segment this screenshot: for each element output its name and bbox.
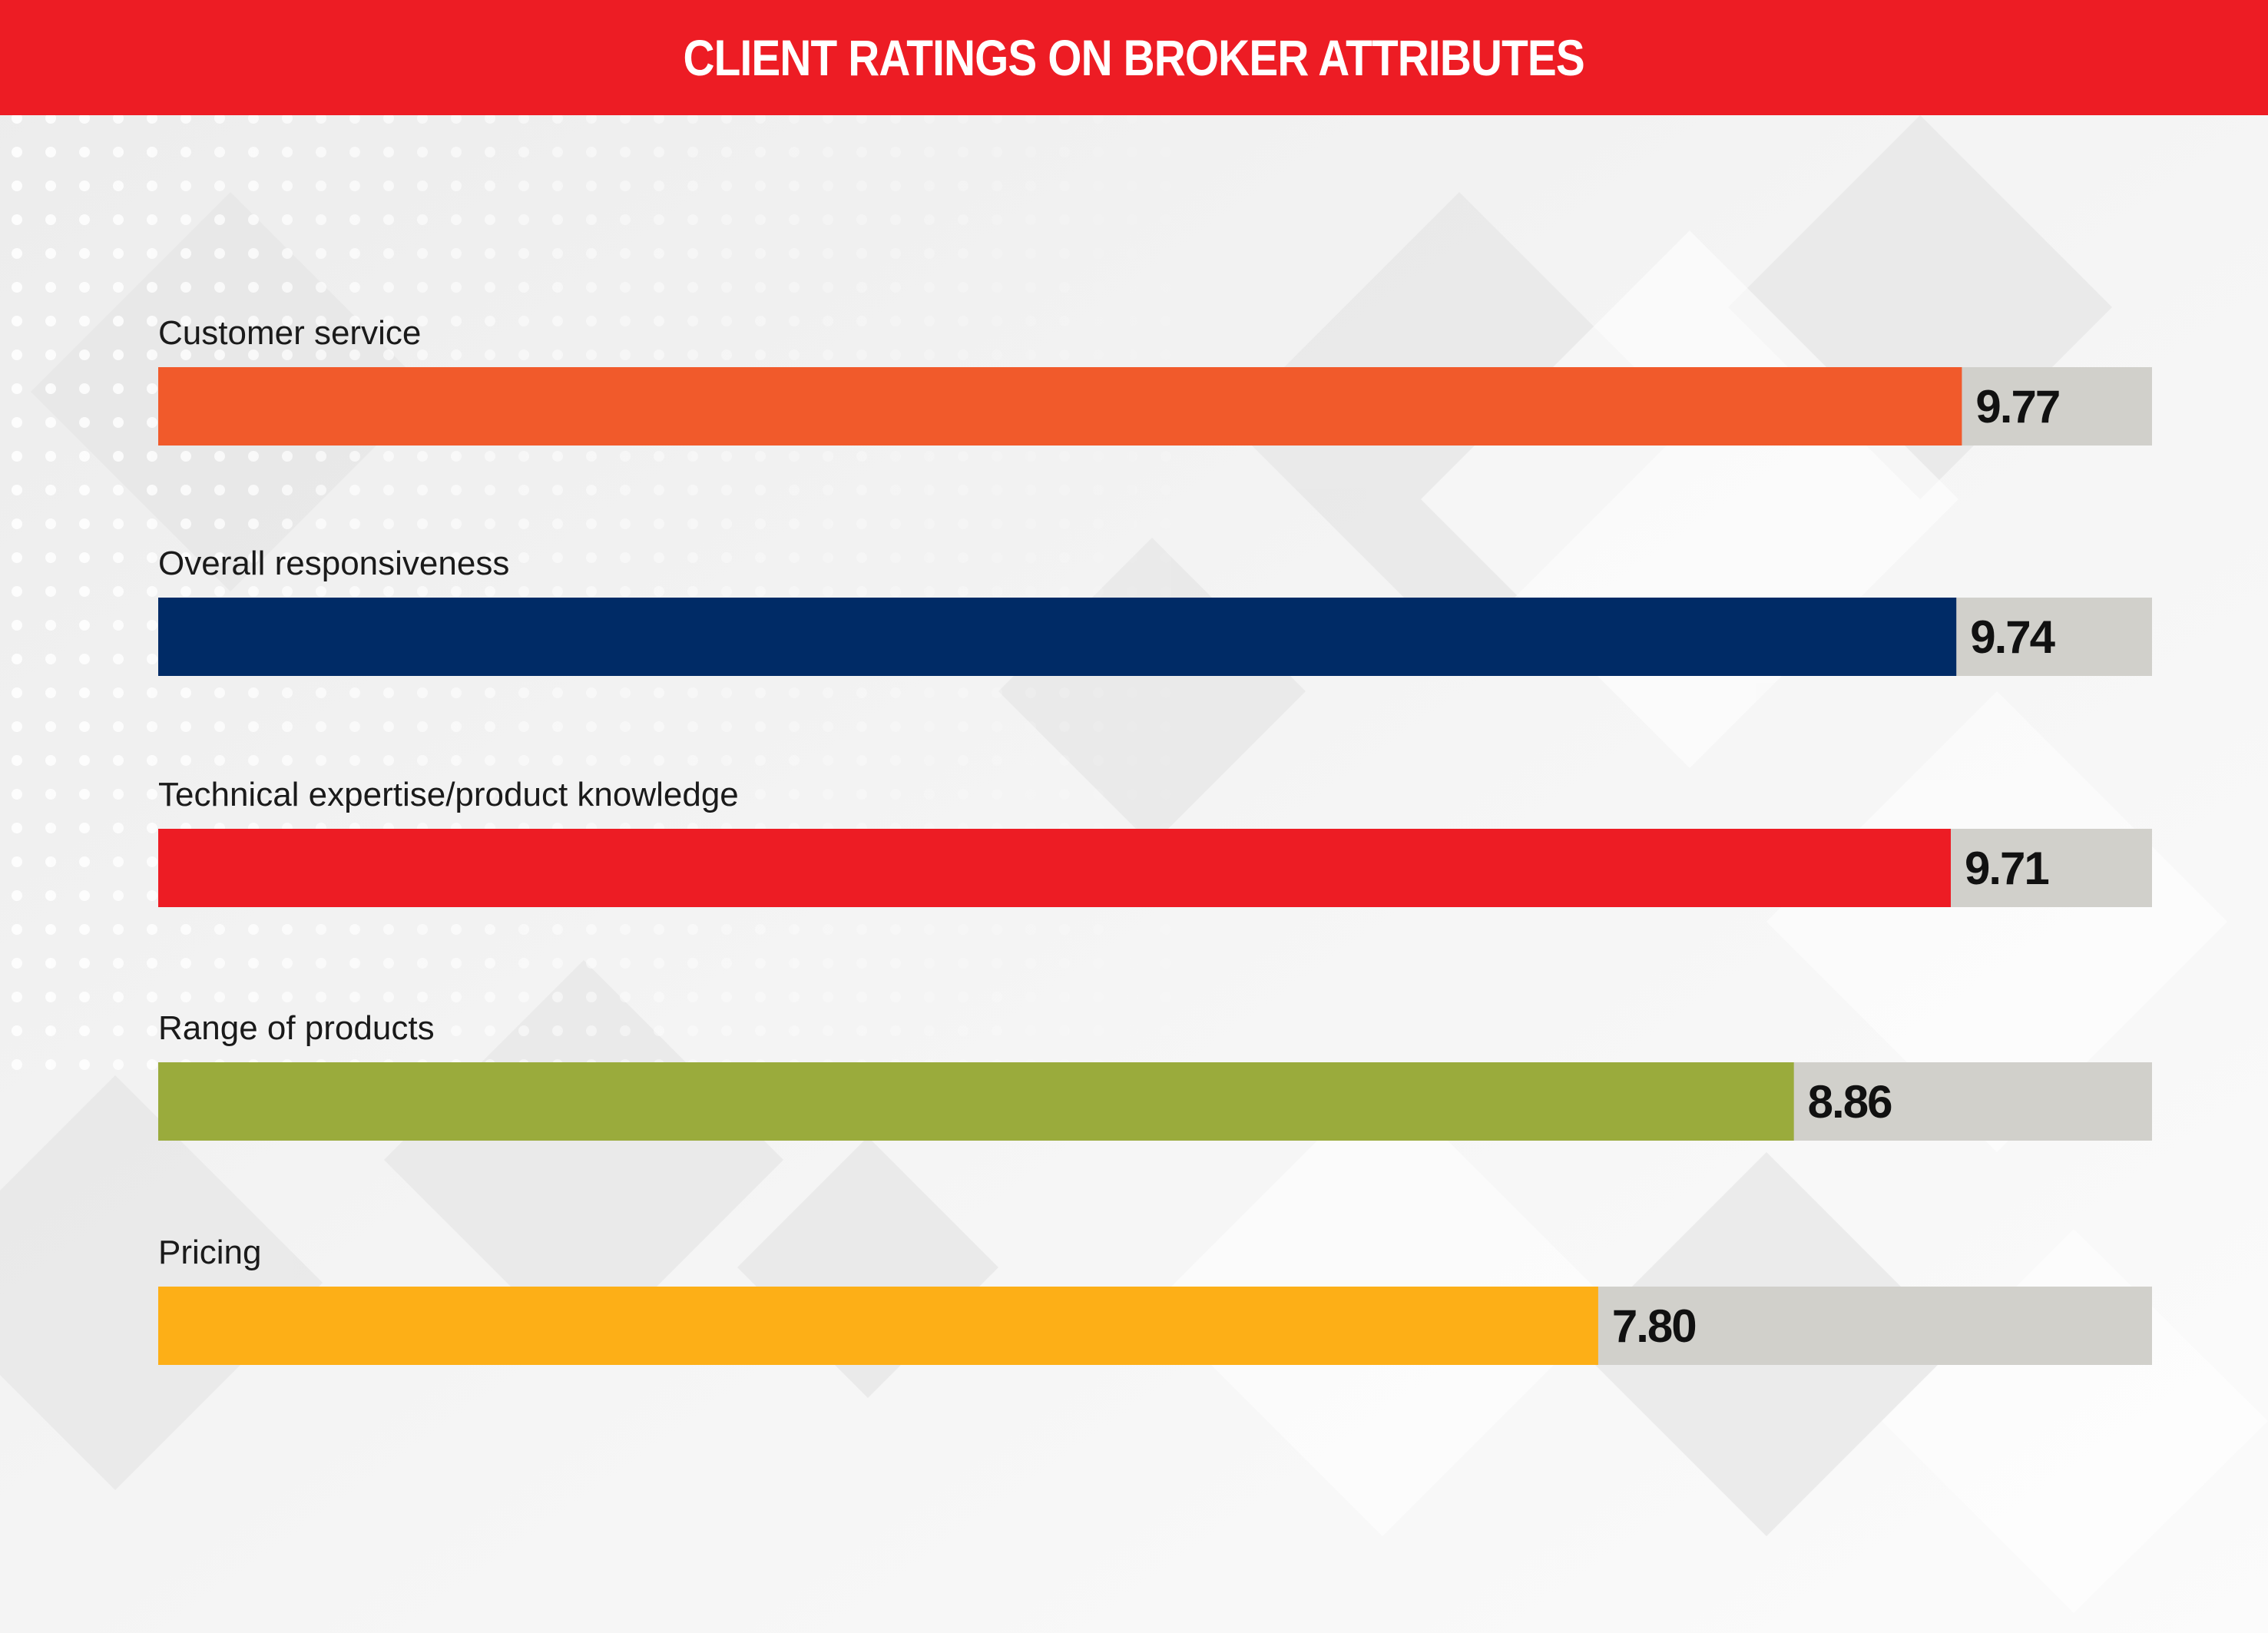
category-label: Technical expertise/product knowledge: [158, 776, 739, 813]
category-label: Customer service: [158, 314, 421, 352]
title-banner: CLIENT RATINGS ON BROKER ATTRIBUTES: [0, 0, 2268, 115]
category-label: Overall responsiveness: [158, 545, 509, 582]
bar-group: Customer service 9.77: [158, 314, 2152, 446]
bar-group: Overall responsiveness 9.74: [158, 545, 2152, 676]
bar: [158, 1062, 1794, 1141]
bar-group: Technical expertise/product knowledge 9.7…: [158, 776, 2152, 907]
value-label: 9.74: [1970, 611, 2055, 663]
category-label: Pricing: [158, 1234, 262, 1271]
bar: [158, 367, 1962, 446]
value-label: 7.80: [1612, 1300, 1696, 1352]
value-label: 9.77: [1975, 381, 2059, 432]
value-label: 8.86: [1808, 1076, 1892, 1128]
bar: [158, 598, 1957, 676]
bar: [158, 1287, 1598, 1365]
value-label: 9.71: [1965, 843, 2048, 894]
category-label: Range of products: [158, 1009, 435, 1047]
bar: [158, 829, 1951, 907]
bar-group: Range of products 8.86: [158, 1009, 2152, 1141]
bar-group: Pricing 7.80: [158, 1234, 2152, 1365]
chart-title: CLIENT RATINGS ON BROKER ATTRIBUTES: [683, 29, 1585, 86]
